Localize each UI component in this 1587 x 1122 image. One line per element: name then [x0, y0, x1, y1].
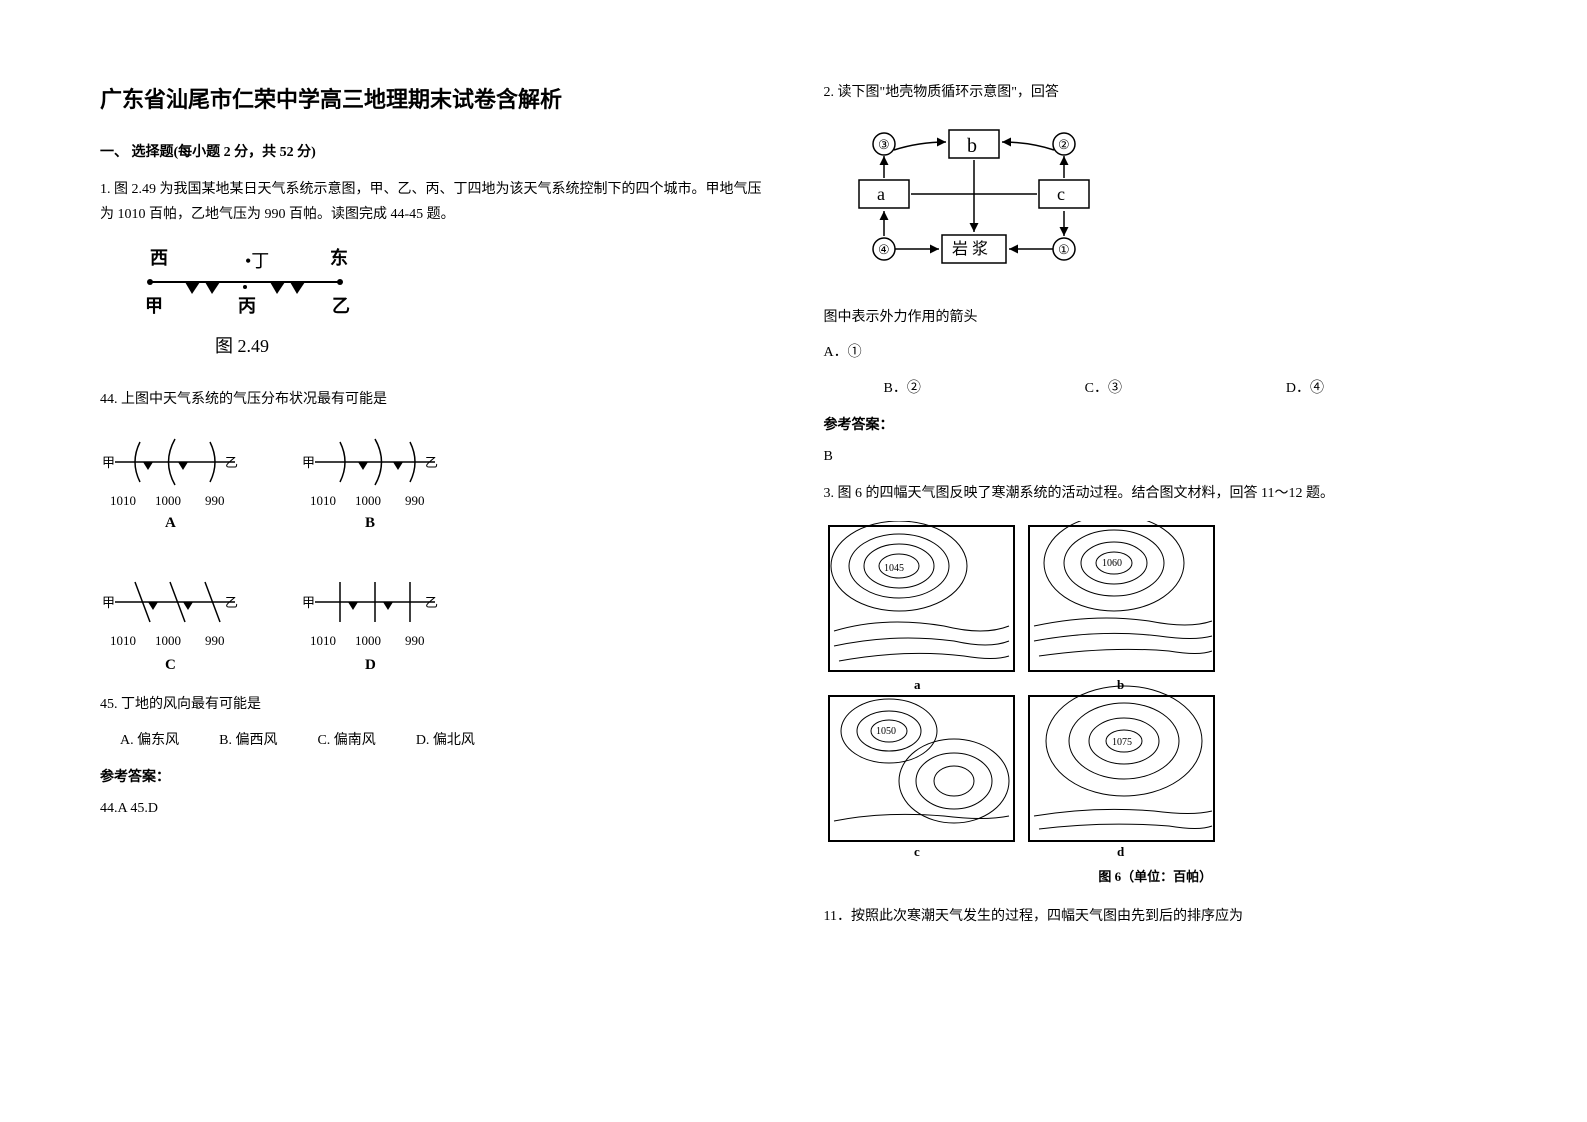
svg-text:a: a [877, 184, 885, 204]
q2-answer-label: 参考答案： [824, 413, 1488, 438]
q11-text: 11．按照此次寒潮天气发生的过程，四幅天气图由先到后的排序应为 [824, 904, 1488, 929]
q3-text: 3. 图 6 的四幅天气图反映了寒潮系统的活动过程。结合图文材料，回答 11～1… [824, 481, 1488, 506]
svg-text:1050: 1050 [876, 726, 896, 737]
label-west: 西 [150, 248, 168, 268]
weather-panel-b: 1060 b [1029, 521, 1214, 692]
q1-text: 1. 图 2.49 为我国某地某日天气系统示意图，甲、乙、丙、丁四地为该天气系统… [100, 177, 764, 227]
svg-text:③: ③ [878, 137, 890, 152]
q3-figures: 1045 a 1060 b [824, 521, 1488, 888]
svg-text:D: D [365, 657, 376, 673]
q44-fig-b: 甲 乙 1010 1000 990 B [300, 427, 450, 537]
svg-text:甲: 甲 [302, 455, 315, 470]
label-jia: 甲 [145, 296, 163, 316]
right-column: 2. 读下图"地壳物质循环示意图"，回答 b a c 岩 浆 ③ ② ④ [824, 80, 1488, 1042]
label-yi: 乙 [332, 296, 350, 316]
svg-text:d: d [1117, 844, 1125, 859]
weather-panel-a: 1045 a [829, 521, 1014, 692]
svg-text:1000: 1000 [355, 493, 381, 508]
fig-caption-249: 图 2.49 [215, 336, 269, 356]
svg-text:乙: 乙 [425, 455, 438, 470]
svg-text:①: ① [1058, 242, 1070, 257]
q3-caption: 图 6（单位：百帕） [824, 865, 1488, 888]
q45-opt-a: A. 偏东风 [120, 728, 179, 753]
svg-text:甲: 甲 [302, 595, 315, 610]
svg-text:甲: 甲 [102, 595, 115, 610]
q2-sub: 图中表示外力作用的箭头 [824, 305, 1488, 330]
svg-text:④: ④ [878, 242, 890, 257]
svg-text:1010: 1010 [310, 493, 336, 508]
svg-text:1060: 1060 [1102, 558, 1122, 569]
section-header: 一、 选择题(每小题 2 分，共 52 分) [100, 140, 764, 165]
q2-text: 2. 读下图"地壳物质循环示意图"，回答 [824, 80, 1488, 105]
svg-text:1075: 1075 [1112, 737, 1132, 748]
svg-text:990: 990 [405, 633, 425, 648]
label-east: 东 [330, 247, 348, 268]
left-answer-val: 44.A 45.D [100, 796, 764, 821]
svg-text:b: b [967, 135, 977, 157]
exam-title: 广东省汕尾市仁荣中学高三地理期末试卷含解析 [100, 80, 764, 120]
q44-figures: 甲 乙 1010 1000 990 A 甲 乙 1010 1000 [100, 427, 764, 677]
q45-options: A. 偏东风 B. 偏西风 C. 偏南风 D. 偏北风 [120, 728, 764, 753]
q2-answer-val: B [824, 444, 1488, 469]
q2-opt-c: C．③ [1085, 376, 1286, 401]
svg-text:1000: 1000 [355, 633, 381, 648]
q2-options-bcd: B．② C．③ D．④ [824, 376, 1488, 401]
left-column: 广东省汕尾市仁荣中学高三地理期末试卷含解析 一、 选择题(每小题 2 分，共 5… [100, 80, 764, 1042]
svg-text:乙: 乙 [225, 455, 238, 470]
svg-text:1010: 1010 [110, 493, 136, 508]
label-ding-dot: •丁 [245, 251, 269, 271]
left-answer-label: 参考答案： [100, 765, 764, 790]
svg-text:c: c [1057, 184, 1065, 204]
label-bing: 丙 [238, 296, 256, 316]
svg-text:1010: 1010 [110, 633, 136, 648]
svg-text:B: B [365, 515, 375, 531]
svg-text:②: ② [1058, 137, 1070, 152]
q2-opt-b: B．② [884, 376, 1085, 401]
q2-opt-d: D．④ [1286, 376, 1487, 401]
q45-opt-d: D. 偏北风 [416, 728, 475, 753]
svg-text:1000: 1000 [155, 633, 181, 648]
q45-opt-c: C. 偏南风 [317, 728, 375, 753]
weather-panel-d: 1075 d [1029, 686, 1214, 859]
svg-text:1045: 1045 [884, 563, 904, 574]
q1-figure: 西 •丁 东 甲 丙 乙 图 2.49 [120, 242, 764, 372]
q44-fig-a: 甲 乙 1010 1000 990 A [100, 427, 250, 537]
svg-text:岩 浆: 岩 浆 [952, 240, 988, 258]
q45-text: 45. 丁地的风向最有可能是 [100, 692, 764, 717]
svg-text:1010: 1010 [310, 633, 336, 648]
q44-text: 44. 上图中天气系统的气压分布状况最有可能是 [100, 387, 764, 412]
q44-fig-c: 甲 乙 1010 1000 990 C [100, 567, 250, 677]
svg-text:C: C [165, 657, 176, 673]
svg-text:A: A [165, 515, 176, 531]
q44-fig-d: 甲 乙 1010 1000 990 D [300, 567, 450, 677]
svg-text:乙: 乙 [225, 595, 238, 610]
q45-opt-b: B. 偏西风 [219, 728, 277, 753]
svg-text:1000: 1000 [155, 493, 181, 508]
svg-text:990: 990 [405, 493, 425, 508]
svg-text:990: 990 [205, 633, 225, 648]
svg-text:b: b [1117, 677, 1124, 692]
svg-text:a: a [914, 677, 921, 692]
q2-opt-a: A．① [824, 340, 1488, 365]
svg-text:乙: 乙 [425, 595, 438, 610]
weather-panel-c: 1050 c [829, 696, 1014, 859]
svg-text:c: c [914, 844, 920, 859]
q2-diagram: b a c 岩 浆 ③ ② ④ ① [824, 120, 1488, 290]
svg-text:甲: 甲 [102, 455, 115, 470]
svg-text:990: 990 [205, 493, 225, 508]
